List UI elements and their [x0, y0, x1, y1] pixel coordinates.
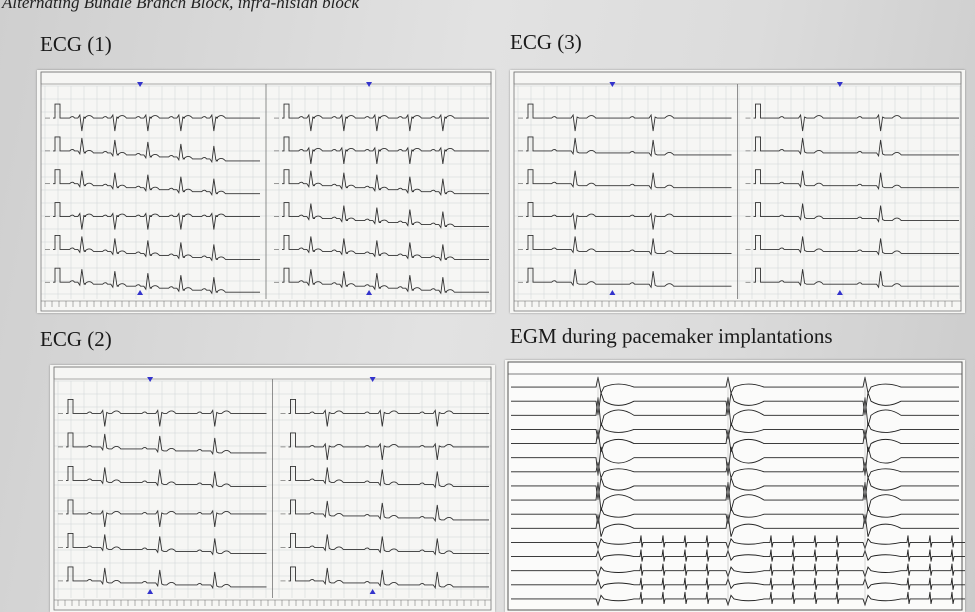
panel-label: ECG (1) — [40, 32, 112, 57]
caption: Alternating Bundle Branch Block, infra-h… — [2, 0, 359, 13]
trace — [66, 433, 267, 454]
marker — [370, 589, 376, 594]
marker — [609, 290, 615, 295]
trace — [282, 235, 489, 260]
trace — [289, 466, 490, 487]
trace — [282, 203, 489, 228]
header — [41, 72, 491, 84]
marker — [147, 589, 153, 594]
marker — [137, 290, 143, 295]
panel-label: ECG (3) — [510, 30, 582, 55]
ecg-strip — [50, 365, 495, 612]
trace — [66, 466, 267, 487]
trace — [282, 170, 489, 195]
header — [54, 367, 491, 379]
ecg-strip — [37, 70, 495, 313]
panel-label: EGM during pacemaker implantations — [510, 324, 833, 349]
trace — [66, 567, 267, 588]
ecg-strip — [510, 70, 965, 313]
egm-strip — [505, 360, 965, 612]
trace — [66, 500, 267, 527]
trace — [289, 433, 490, 460]
trace — [282, 104, 489, 131]
trace — [66, 399, 267, 426]
marker — [837, 290, 843, 295]
trace — [289, 533, 490, 554]
trace — [66, 533, 267, 554]
marker — [366, 290, 372, 295]
trace — [282, 268, 489, 293]
panel-label: ECG (2) — [40, 327, 112, 352]
trace — [289, 399, 490, 426]
trace — [289, 500, 490, 521]
trace — [289, 567, 490, 588]
header — [514, 72, 961, 84]
trace — [282, 137, 489, 164]
page: Alternating Bundle Branch Block, infra-h… — [0, 0, 975, 612]
